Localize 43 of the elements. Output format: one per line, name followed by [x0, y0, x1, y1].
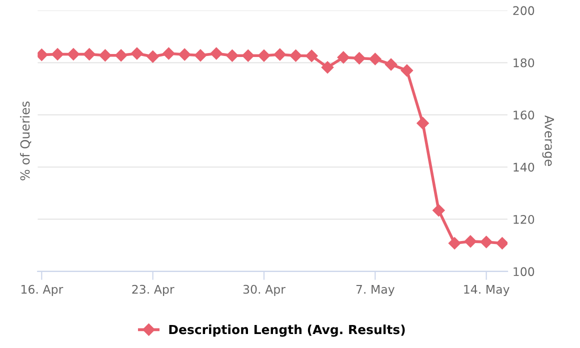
point: [384, 58, 398, 71]
point: [67, 48, 80, 60]
x-tick-label: 14. May: [464, 285, 510, 296]
y2-tick-label: 200: [513, 6, 534, 16]
point: [258, 49, 270, 62]
x-tick-label: 30. Apr: [243, 284, 286, 296]
point: [194, 49, 207, 62]
point: [130, 47, 144, 60]
point: [146, 50, 159, 63]
point: [290, 49, 302, 62]
y2-tick-label: 180: [514, 58, 534, 68]
point: [83, 48, 96, 60]
point: [353, 52, 366, 64]
legend-label: Description Length (Avg. Results): [169, 324, 405, 337]
point: [448, 237, 461, 250]
point: [274, 48, 286, 61]
x-tick-label: 23. Apr: [132, 284, 174, 296]
point: [400, 64, 414, 77]
point: [178, 48, 191, 61]
y2-tick-label: 160: [514, 110, 534, 120]
point: [496, 237, 508, 250]
y2-axis-title: Average: [542, 115, 554, 166]
y2-tick-label: 120: [514, 214, 534, 224]
x-tick-label: 7. May: [356, 285, 395, 296]
point: [480, 236, 492, 248]
point: [432, 204, 445, 216]
point: [162, 47, 175, 60]
point: [337, 51, 350, 64]
y2-tick-label: 140: [514, 162, 534, 172]
point: [51, 48, 64, 60]
x-tick-label: 16. Apr: [21, 284, 64, 296]
y-axis-title: % of Queries: [20, 101, 32, 180]
point: [306, 50, 318, 62]
point: [242, 49, 254, 62]
point: [210, 47, 222, 60]
y2-tick-label: 100: [514, 267, 534, 276]
point: [99, 49, 112, 62]
point: [464, 235, 477, 248]
point: [416, 117, 429, 130]
point: [226, 49, 238, 62]
point: [114, 49, 128, 62]
point: [321, 61, 334, 74]
point: [369, 52, 382, 66]
